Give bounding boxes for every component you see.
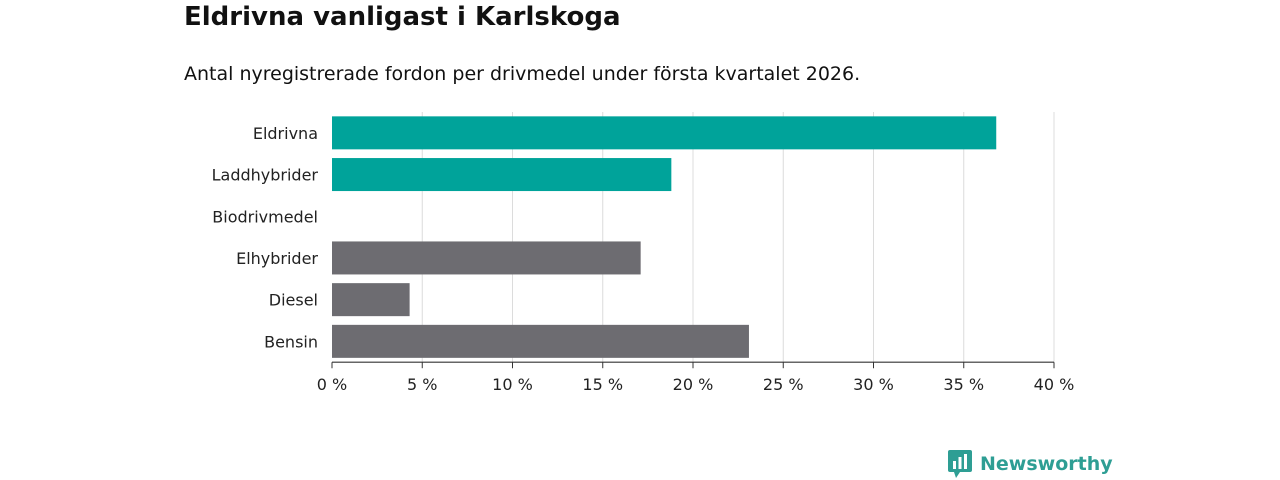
- x-tick-label: 15 %: [582, 375, 623, 394]
- bar-chart: 0 % 5 % 10 % 15 % 20 % 25 % 30 % 35 % 40 % Eldri…: [212, 112, 1075, 394]
- category-label: Biodrivmedel: [212, 207, 318, 226]
- chart-title: Eldrivna vanligast i Karlskoga: [184, 2, 621, 32]
- category-label: Eldrivna: [253, 124, 318, 143]
- bar: [332, 158, 672, 192]
- brand-name: Newsworthy: [980, 453, 1113, 475]
- x-tick-label: 20 %: [673, 375, 714, 394]
- category-label: Diesel: [269, 291, 318, 310]
- x-tick-label: 35 %: [943, 375, 984, 394]
- bar: [332, 324, 749, 358]
- chart-subtitle: Antal nyregistrerade fordon per drivmede…: [184, 63, 861, 85]
- category-label: Bensin: [264, 332, 318, 351]
- newsworthy-logo-icon: [948, 450, 972, 478]
- x-tick-label: 40 %: [1034, 375, 1075, 394]
- bar: [332, 283, 410, 317]
- category-label: Elhybrider: [236, 249, 318, 268]
- x-tick-label: 10 %: [492, 375, 533, 394]
- x-tick-label: 25 %: [763, 375, 804, 394]
- category-label: Laddhybrider: [212, 166, 319, 185]
- bar: [332, 241, 641, 275]
- x-tick-label: 5 %: [407, 375, 437, 394]
- x-tick-label: 0 %: [317, 375, 347, 394]
- brand: Newsworthy: [948, 450, 1113, 478]
- x-tick-label: 30 %: [853, 375, 894, 394]
- bar: [332, 116, 997, 150]
